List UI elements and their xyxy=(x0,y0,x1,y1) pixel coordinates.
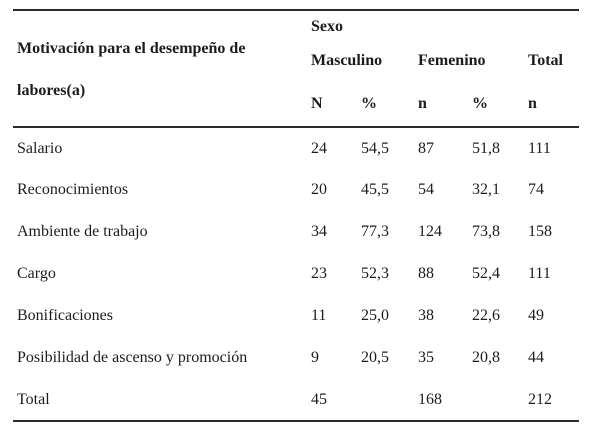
cell-value: 34 xyxy=(311,223,327,240)
cell-value: 158 xyxy=(528,223,552,240)
cell-value: 20,8 xyxy=(472,349,500,366)
table-row-bonificaciones: Bonificaciones 11 25,0 38 22,6 49 xyxy=(13,295,579,337)
table-row-salario: Salario 24 54,5 87 51,8 111 xyxy=(13,127,579,169)
cell-value: 45,5 xyxy=(361,181,389,198)
cell-value xyxy=(468,379,524,421)
row-header-line1: Motivación para el desempeño de xyxy=(17,40,246,57)
subheader-masculino-n: N xyxy=(307,82,357,128)
cell-value: 32,1 xyxy=(472,181,500,198)
column-group-femenino: Femenino xyxy=(418,52,486,69)
row-label: Reconocimientos xyxy=(17,181,129,198)
cell-value: 111 xyxy=(528,265,551,282)
cell-value: 20 xyxy=(311,181,327,198)
cell-value: 73,8 xyxy=(472,223,500,240)
row-label: Cargo xyxy=(17,265,56,282)
motivation-by-sex-table: Motivación para el desempeño de labores(… xyxy=(13,9,579,422)
row-label: Total xyxy=(17,390,50,408)
table-body: Salario 24 54,5 87 51,8 111 Reconocimien… xyxy=(13,127,579,421)
table-header: Motivación para el desempeño de labores(… xyxy=(13,10,579,128)
column-group-total: Total xyxy=(528,52,563,69)
cell-value: 111 xyxy=(528,139,551,157)
table-row-total: Total 45 168 212 xyxy=(13,379,579,421)
cell-value: 74 xyxy=(528,181,544,198)
cell-value: 77,3 xyxy=(361,223,389,240)
document-page: Motivación para el desempeño de labores(… xyxy=(13,9,579,422)
row-header-cell: Motivación para el desempeño de labores(… xyxy=(13,10,307,128)
row-label: Ambiente de trabajo xyxy=(17,223,148,240)
cell-value: 54,5 xyxy=(361,139,389,157)
cell-value: 25,0 xyxy=(361,307,389,324)
row-header-line2: labores(a) xyxy=(17,82,86,99)
subheader-femenino-pct: % xyxy=(468,82,524,128)
table-row-reconocimientos: Reconocimientos 20 45,5 54 32,1 74 xyxy=(13,169,579,211)
cell-value: 22,6 xyxy=(472,307,500,324)
cell-value: 124 xyxy=(418,223,442,240)
subheader-femenino-n: n xyxy=(414,82,468,128)
row-label: Posibilidad de ascenso y promoción xyxy=(17,349,248,366)
column-group-masculino: Masculino xyxy=(311,52,383,69)
cell-value: 44 xyxy=(528,349,544,366)
row-label: Salario xyxy=(17,139,63,157)
cell-value xyxy=(357,379,414,421)
cell-value: 51,8 xyxy=(472,139,500,157)
table-row-cargo: Cargo 23 52,3 88 52,4 111 xyxy=(13,253,579,295)
cell-value: 9 xyxy=(311,349,319,366)
table-row-posibilidad: Posibilidad de ascenso y promoción 9 20,… xyxy=(13,337,579,379)
cell-value: 45 xyxy=(311,390,327,408)
cell-value: 20,5 xyxy=(361,349,389,366)
group-header-sexo: Sexo xyxy=(311,18,343,35)
cell-value: 52,4 xyxy=(472,265,500,282)
cell-value: 212 xyxy=(528,390,552,408)
cell-value: 24 xyxy=(311,139,327,157)
subheader-masculino-pct: % xyxy=(357,82,414,128)
cell-value: 87 xyxy=(418,139,434,157)
cell-value: 168 xyxy=(418,390,442,408)
group-header-spacer xyxy=(524,10,579,40)
table-row-ambiente: Ambiente de trabajo 34 77,3 124 73,8 158 xyxy=(13,211,579,253)
cell-value: 23 xyxy=(311,265,327,282)
cell-value: 52,3 xyxy=(361,265,389,282)
cell-value: 49 xyxy=(528,307,544,324)
subheader-total-n: n xyxy=(524,82,579,128)
cell-value: 88 xyxy=(418,265,434,282)
cell-value: 38 xyxy=(418,307,434,324)
cell-value: 54 xyxy=(418,181,434,198)
cell-value: 35 xyxy=(418,349,434,366)
row-label: Bonificaciones xyxy=(17,307,113,324)
cell-value: 11 xyxy=(311,307,327,324)
